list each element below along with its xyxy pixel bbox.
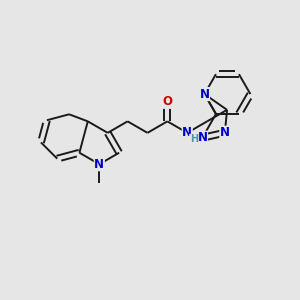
- Text: N: N: [94, 158, 104, 171]
- Text: N: N: [200, 88, 209, 100]
- Text: N: N: [220, 126, 230, 139]
- Text: N: N: [197, 131, 207, 144]
- Text: N: N: [182, 126, 192, 139]
- Text: O: O: [162, 95, 172, 108]
- Text: H: H: [190, 134, 198, 144]
